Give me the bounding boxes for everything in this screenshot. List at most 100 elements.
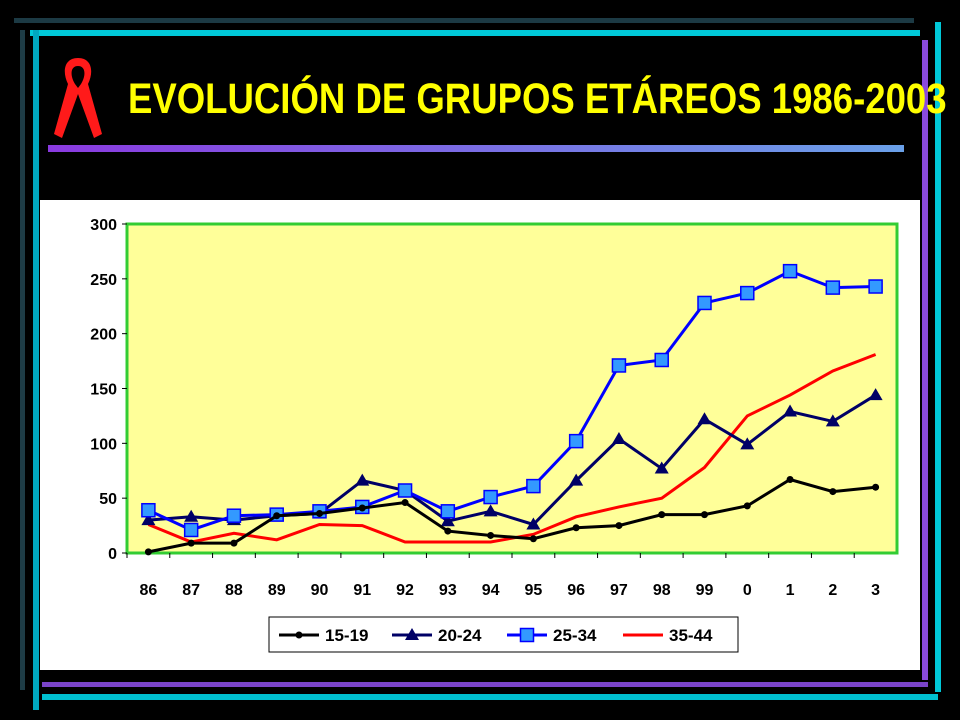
data-point-square	[141, 502, 156, 518]
legend-label: 35-44	[669, 626, 713, 645]
x-tick-label: 97	[610, 582, 628, 599]
x-tick-label: 1	[786, 582, 795, 599]
data-point-square	[568, 433, 584, 449]
x-tick-label: 3	[871, 582, 880, 599]
frame-bar-top-dark	[14, 18, 914, 23]
data-point-triangle	[611, 431, 626, 444]
axes: 0 50 100 150 200 250 300 86 87 88 89 90 91 92 93 94 95 96…	[90, 217, 880, 599]
data-point-circle	[358, 504, 366, 512]
data-point-triangle	[697, 412, 712, 425]
x-tick-label: 89	[268, 582, 286, 599]
data-point-triangle	[740, 437, 755, 450]
data-point-square	[226, 508, 242, 523]
page-title: EVOLUCIÓN DE GRUPOS ETÁREOS 1986-2003	[128, 75, 947, 123]
data-point-triangle	[355, 473, 370, 486]
x-tick-label: 91	[353, 582, 371, 599]
x-tick-label: 92	[396, 582, 414, 599]
data-point-triangle	[569, 473, 584, 486]
data-point-triangle	[654, 461, 669, 474]
y-tick-label: 300	[90, 217, 117, 234]
data-point-circle	[529, 535, 537, 543]
data-point-circle	[401, 499, 409, 507]
legend: 15-19 20-24 25-34 35-44	[268, 616, 739, 653]
series-25-34	[141, 263, 883, 538]
legend-item-25-34: 25-34	[507, 626, 597, 645]
data-point-triangle	[184, 509, 199, 522]
x-tick-label: 99	[696, 582, 714, 599]
x-tick-label: 95	[524, 582, 542, 599]
y-tick-label: 50	[99, 491, 117, 508]
x-tick-label: 88	[225, 582, 243, 599]
data-point-triangle	[868, 388, 883, 401]
series-lines	[141, 263, 883, 556]
frame-bar-top-cyan	[30, 30, 920, 36]
data-point-circle	[144, 548, 152, 556]
data-point-circle	[701, 511, 708, 519]
x-tick-label: 96	[567, 582, 585, 599]
data-point-triangle	[440, 514, 455, 527]
data-point-square	[740, 285, 755, 301]
data-point-circle	[743, 502, 751, 510]
data-point-triangle	[526, 517, 541, 530]
frame-bar-left-cyan	[33, 30, 39, 710]
legend-item-20-24: 20-24	[392, 626, 482, 645]
data-point-square	[483, 489, 498, 505]
series-15-19	[144, 476, 880, 556]
data-point-circle	[658, 511, 666, 519]
data-point-triangle	[141, 513, 156, 526]
data-point-triangle	[825, 414, 840, 427]
data-point-square	[397, 483, 413, 498]
data-point-circle	[230, 539, 238, 547]
data-point-square	[611, 358, 627, 373]
x-tick-label: 0	[743, 582, 752, 599]
series-line	[148, 477, 876, 554]
data-point-circle	[786, 476, 794, 484]
y-tick-label: 200	[90, 327, 117, 344]
data-point-circle	[829, 488, 837, 496]
frame-bar-bottom-purple	[42, 682, 928, 687]
x-tick-label: 93	[439, 582, 457, 599]
data-point-triangle	[405, 628, 419, 640]
y-tick-label: 100	[90, 436, 117, 453]
data-point-triangle	[783, 404, 798, 417]
x-tick-label: 86	[139, 582, 157, 599]
data-point-square	[440, 504, 456, 519]
frame-bar-left-dark	[20, 30, 25, 690]
data-point-circle	[295, 631, 303, 639]
y-tick-label: 150	[90, 382, 117, 399]
data-point-circle	[487, 531, 495, 539]
data-point-circle	[316, 510, 323, 518]
x-tick-label: 90	[311, 582, 329, 599]
data-point-circle	[615, 522, 623, 530]
legend-item-35-44: 35-44	[623, 626, 713, 645]
x-tick-label: 98	[653, 582, 671, 599]
data-point-square	[654, 352, 669, 368]
data-point-circle	[273, 512, 281, 520]
y-tick-label: 250	[90, 272, 117, 289]
plot-area	[125, 222, 899, 555]
data-point-square	[697, 295, 712, 311]
data-point-triangle	[483, 504, 498, 517]
legend-label: 20-24	[438, 626, 482, 645]
legend-item-15-19: 15-19	[279, 626, 368, 645]
data-point-square	[526, 478, 541, 494]
data-point-square	[183, 522, 199, 538]
aids-ribbon-icon	[54, 58, 102, 138]
frame-bar-right-purple	[922, 40, 928, 680]
y-tick-label: 0	[108, 546, 117, 563]
data-point-square	[782, 263, 798, 279]
data-point-circle	[572, 524, 580, 532]
legend-label: 15-19	[325, 626, 368, 645]
data-point-square	[825, 280, 841, 295]
frame-bar-bottom-cyan	[42, 694, 938, 700]
data-point-square	[868, 279, 883, 294]
data-point-circle	[187, 539, 195, 547]
data-point-circle	[872, 483, 880, 491]
data-point-circle	[444, 527, 452, 535]
data-point-square	[519, 627, 535, 643]
x-tick-label: 94	[482, 582, 500, 599]
x-tick-label: 2	[828, 582, 837, 599]
frame-bar-right-cyan	[935, 22, 941, 692]
x-tick-label: 87	[182, 582, 200, 599]
